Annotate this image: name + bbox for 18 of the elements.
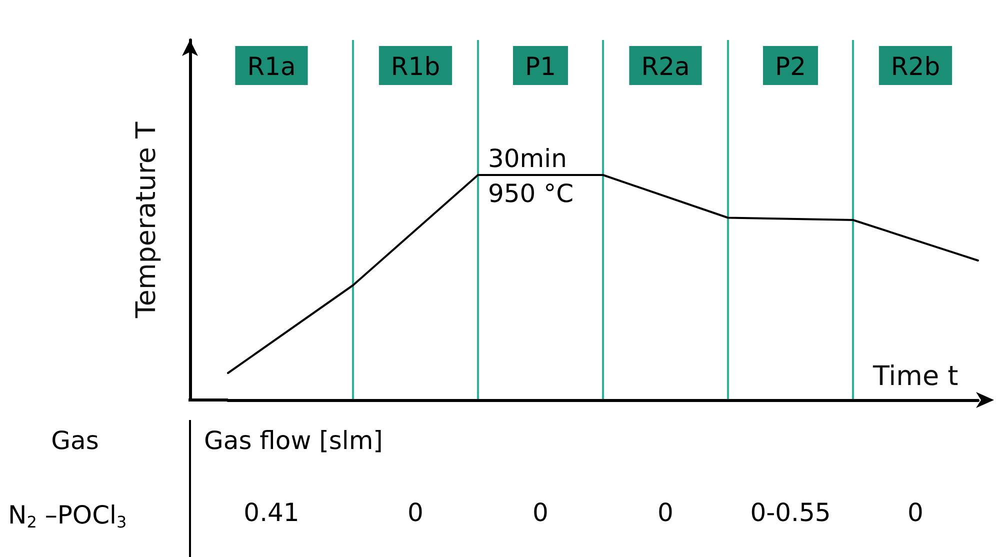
text: 0 <box>908 498 924 527</box>
y-axis-title: Temperature T <box>131 121 162 320</box>
text: 0.41 <box>244 498 300 527</box>
text: P2 <box>775 52 806 81</box>
text: R2b <box>890 52 940 81</box>
annotation: 950 °C <box>488 179 574 208</box>
text: Gas <box>51 426 99 455</box>
x-axis-title: Time t <box>872 361 958 392</box>
text: 0-0.55 <box>750 498 831 527</box>
text: 0 <box>408 498 424 527</box>
text: Gas flow [slm] <box>204 426 383 455</box>
text: P1 <box>525 52 556 81</box>
text: R2a <box>641 52 690 81</box>
text: R1b <box>390 52 440 81</box>
text: 0 <box>658 498 674 527</box>
text: 30min <box>488 144 567 173</box>
text: 0 <box>532 498 548 527</box>
text: R1a <box>247 52 296 81</box>
